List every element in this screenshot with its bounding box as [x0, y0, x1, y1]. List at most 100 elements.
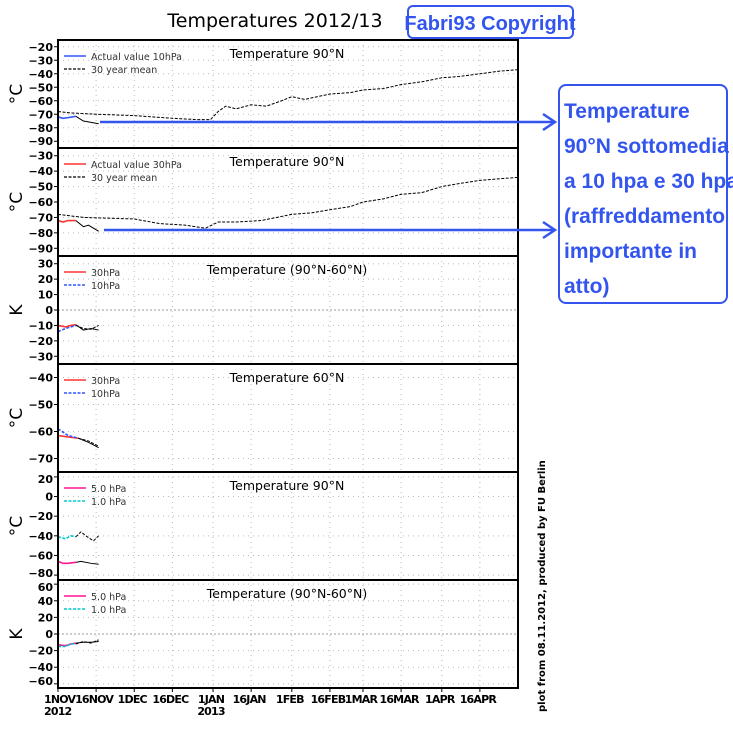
- x-tick-label: 1APR: [425, 693, 456, 706]
- panel-5: 20 0 −20 −40 −60 −80 °C Temperature 90°N 5.0 hPa…: [7, 471, 519, 581]
- annotation-line: (raffreddamento: [564, 205, 725, 228]
- annotation-line: atto): [564, 275, 610, 298]
- x-tick-label: 16DEC: [152, 693, 189, 706]
- x-tick-label: 16JAN: [233, 693, 267, 706]
- annotation-line: a 10 hpa e 30 hpa: [564, 170, 733, 193]
- y-tick-label: −50: [28, 399, 53, 412]
- y-tick-label: −30: [28, 350, 53, 363]
- y-tick-label: 0: [45, 491, 53, 504]
- series-line: [75, 639, 99, 645]
- series-line: [75, 324, 99, 331]
- series-line: [78, 437, 99, 447]
- y-tick-label: −40: [28, 530, 53, 543]
- series-line: [75, 324, 99, 330]
- legend-label: 1.0 hPa: [91, 497, 126, 508]
- series-line: [58, 643, 76, 648]
- legend-label: Actual value 10hPa: [91, 52, 182, 63]
- y-axis-label: K: [7, 628, 27, 640]
- series-line: [75, 560, 99, 565]
- y-tick-label: −60: [28, 675, 53, 688]
- side-note: plot from 08.11.2012, produced by FU Ber…: [537, 460, 548, 712]
- copyright-text: Fabri93 Copyright: [404, 13, 575, 35]
- legend-label: 30 year mean: [91, 65, 157, 76]
- panel-title: Temperature (90°N-60°N): [206, 586, 367, 601]
- legend-label: 5.0 hPa: [91, 592, 126, 603]
- annotation-line: 90°N sottomedia: [564, 135, 729, 158]
- annotation-box: [558, 84, 728, 304]
- y-tick-label: −60: [28, 549, 53, 562]
- series-line: [75, 115, 99, 125]
- legend-label: 5.0 hPa: [91, 484, 126, 495]
- y-axis-label: °C: [7, 192, 27, 212]
- annotation-text: Temperature 90°N sottomedia a 10 hpa e 30 …: [564, 100, 733, 298]
- panel-1: −20−30−40−50−60−70−80−90 °C Temperature 90…: [7, 39, 519, 149]
- y-tick-label: −20: [28, 335, 53, 348]
- x-tick-label: 1NOV: [44, 693, 77, 706]
- series-line: [57, 115, 76, 120]
- y-tick-label: −80: [28, 567, 53, 580]
- y-axis-label: °C: [7, 84, 27, 104]
- panel-title: Temperature 60°N: [229, 370, 345, 385]
- y-axis-label: °C: [7, 408, 27, 428]
- legend-label: 30hPa: [91, 268, 120, 279]
- y-tick-label: −50: [28, 181, 53, 194]
- annotation-line: importante in: [564, 240, 697, 263]
- y-tick-label: −80: [28, 122, 53, 135]
- series-line: [57, 219, 76, 223]
- y-tick-label: −60: [28, 95, 53, 108]
- legend-label: 10hPa: [91, 281, 120, 292]
- y-tick-label: −20: [28, 41, 53, 54]
- x-tick-label: 1JAN: [198, 693, 225, 706]
- x-tick-year: 2013: [197, 705, 225, 718]
- y-tick-label: 20: [38, 611, 54, 624]
- series-line: [57, 534, 76, 540]
- y-tick-label: 60: [38, 581, 54, 594]
- legend-label: 30 year mean: [91, 173, 157, 184]
- x-tick-label: 16APR: [460, 693, 498, 706]
- y-tick-label: −70: [28, 453, 53, 466]
- legend-label: Actual value 30hPa: [91, 160, 182, 171]
- series-line: [57, 69, 519, 121]
- panel-frame: [57, 579, 519, 689]
- y-tick-label: −40: [28, 68, 53, 81]
- y-tick-label: −20: [28, 645, 53, 658]
- panel-4: −40 −50 −60 −70 °C Temperature 60°N 30hPa 10hPa: [7, 363, 519, 473]
- x-tick-label: 1MAR: [345, 693, 379, 706]
- series-line: [57, 323, 76, 328]
- y-axis-label: °C: [7, 516, 27, 536]
- y-tick-label: −70: [28, 211, 53, 224]
- series-line: [78, 437, 99, 449]
- y-tick-label: −40: [28, 661, 53, 674]
- annotation-line: Temperature: [564, 100, 690, 123]
- series-line: [75, 531, 100, 542]
- legend-label: 30hPa: [91, 376, 120, 387]
- y-tick-label: −90: [28, 135, 53, 148]
- copyright-box: [407, 5, 574, 39]
- x-tick-label: 16NOV: [75, 693, 114, 706]
- y-tick-label: −70: [28, 108, 53, 121]
- y-tick-label: −40: [28, 165, 53, 178]
- panel-2: −30 −40 −50 −60 −70 −80 −90 °C Temperature 90°N A…: [7, 147, 519, 257]
- panel-title: Temperature 90°N: [229, 478, 345, 493]
- x-tick-label: 1FEB: [276, 693, 304, 706]
- series-line: [57, 324, 77, 333]
- y-tick-label: −10: [28, 319, 53, 332]
- y-tick-label: −90: [28, 242, 53, 255]
- series-line: [75, 220, 99, 232]
- y-tick-label: −20: [28, 510, 53, 523]
- arrow-30hpa: [104, 220, 558, 240]
- y-tick-label: 0: [45, 628, 53, 641]
- panel-3: 30 20 10 0 −10 −20 −30 K Temperature (90°N-60°N)…: [7, 255, 519, 365]
- y-axis-label: K: [7, 304, 27, 316]
- y-tick-label: 20: [38, 473, 54, 486]
- legend-label: 10hPa: [91, 389, 120, 400]
- y-tick-label: −50: [28, 81, 53, 94]
- y-tick-label: 20: [38, 273, 54, 286]
- legend-label: 1.0 hPa: [91, 605, 126, 616]
- panel-title: Temperature (90°N-60°N): [206, 262, 367, 277]
- y-tick-label: −80: [28, 227, 53, 240]
- series-line: [57, 428, 79, 440]
